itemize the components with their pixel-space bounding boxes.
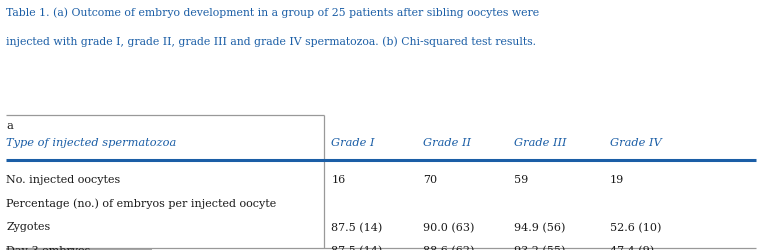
Text: Day-3 embryos: Day-3 embryos bbox=[6, 246, 91, 250]
Text: Table 1. (a) Outcome of embryo development in a group of 25 patients after sibli: Table 1. (a) Outcome of embryo developme… bbox=[6, 8, 539, 18]
Text: 70: 70 bbox=[423, 175, 437, 185]
Text: 19: 19 bbox=[610, 175, 624, 185]
Text: No. injected oocytes: No. injected oocytes bbox=[6, 175, 120, 185]
Text: Grade II: Grade II bbox=[423, 138, 471, 147]
Text: Grade I: Grade I bbox=[331, 138, 375, 147]
Text: 87.5 (14): 87.5 (14) bbox=[331, 222, 383, 233]
Text: 88.6 (62): 88.6 (62) bbox=[423, 246, 474, 250]
Text: Grade III: Grade III bbox=[514, 138, 567, 147]
Text: 52.6 (10): 52.6 (10) bbox=[610, 222, 661, 233]
Text: 93.2 (55): 93.2 (55) bbox=[514, 246, 565, 250]
Text: 87.5 (14): 87.5 (14) bbox=[331, 246, 383, 250]
Text: 90.0 (63): 90.0 (63) bbox=[423, 222, 474, 233]
Text: Grade IV: Grade IV bbox=[610, 138, 661, 147]
Text: Zygotes: Zygotes bbox=[6, 222, 50, 232]
Text: injected with grade I, grade II, grade III and grade IV spermatozoa. (b) Chi-squ: injected with grade I, grade II, grade I… bbox=[6, 36, 536, 47]
Text: 59: 59 bbox=[514, 175, 529, 185]
Text: Type of injected spermatozoa: Type of injected spermatozoa bbox=[6, 138, 176, 147]
Text: Percentage (no.) of embryos per injected oocyte: Percentage (no.) of embryos per injected… bbox=[6, 199, 277, 209]
Text: a: a bbox=[6, 121, 13, 131]
Text: 47.4 (9): 47.4 (9) bbox=[610, 246, 654, 250]
Text: 94.9 (56): 94.9 (56) bbox=[514, 222, 565, 233]
Text: 16: 16 bbox=[331, 175, 346, 185]
